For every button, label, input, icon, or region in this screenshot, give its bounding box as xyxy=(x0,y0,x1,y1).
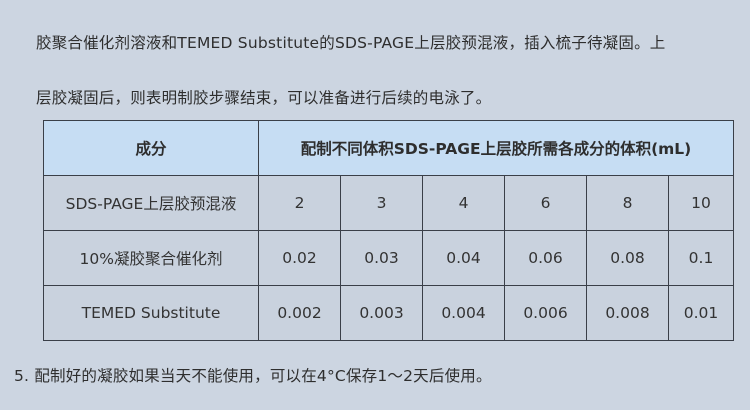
cell: 8 xyxy=(586,175,669,231)
paragraph-line-1: 胶聚合催化剂溶液和TEMED Substitute的SDS-PAGE上层胶预混液… xyxy=(36,34,666,52)
paragraph-line-2: 层胶凝固后，则表明制胶步骤结束，可以准备进行后续的电泳了。 xyxy=(36,89,492,107)
table-header-row: 成分 配制不同体积SDS-PAGE上层胶所需各成分的体积(mL) xyxy=(43,120,734,176)
cell: 0.04 xyxy=(422,230,505,286)
header-volume: 配制不同体积SDS-PAGE上层胶所需各成分的体积(mL) xyxy=(258,120,734,176)
cell: 0.006 xyxy=(504,285,587,341)
cell: 0.08 xyxy=(586,230,669,286)
cell: 0.02 xyxy=(258,230,341,286)
cell: 10 xyxy=(668,175,734,231)
header-component: 成分 xyxy=(43,120,259,176)
cell: 0.008 xyxy=(586,285,669,341)
cell: 3 xyxy=(340,175,423,231)
volume-table: 成分 配制不同体积SDS-PAGE上层胶所需各成分的体积(mL) SDS-PAG… xyxy=(43,120,734,341)
cell: 0.003 xyxy=(340,285,423,341)
cell: 0.1 xyxy=(668,230,734,286)
table-row: 10%凝胶聚合催化剂 0.02 0.03 0.04 0.06 0.08 0.1 xyxy=(43,230,734,286)
cell: 0.03 xyxy=(340,230,423,286)
row-name: TEMED Substitute xyxy=(43,285,259,341)
table-row: TEMED Substitute 0.002 0.003 0.004 0.006… xyxy=(43,285,734,341)
cell: 0.06 xyxy=(504,230,587,286)
cell: 2 xyxy=(258,175,341,231)
cell: 4 xyxy=(422,175,505,231)
cell: 6 xyxy=(504,175,587,231)
table-row: SDS-PAGE上层胶预混液 2 3 4 6 8 10 xyxy=(43,175,734,231)
row-name: SDS-PAGE上层胶预混液 xyxy=(43,175,259,231)
cell: 0.004 xyxy=(422,285,505,341)
row-name: 10%凝胶聚合催化剂 xyxy=(43,230,259,286)
cell: 0.002 xyxy=(258,285,341,341)
note-line: 5. 配制好的凝胶如果当天不能使用，可以在4°C保存1～2天后使用。 xyxy=(14,367,492,385)
cell: 0.01 xyxy=(668,285,734,341)
